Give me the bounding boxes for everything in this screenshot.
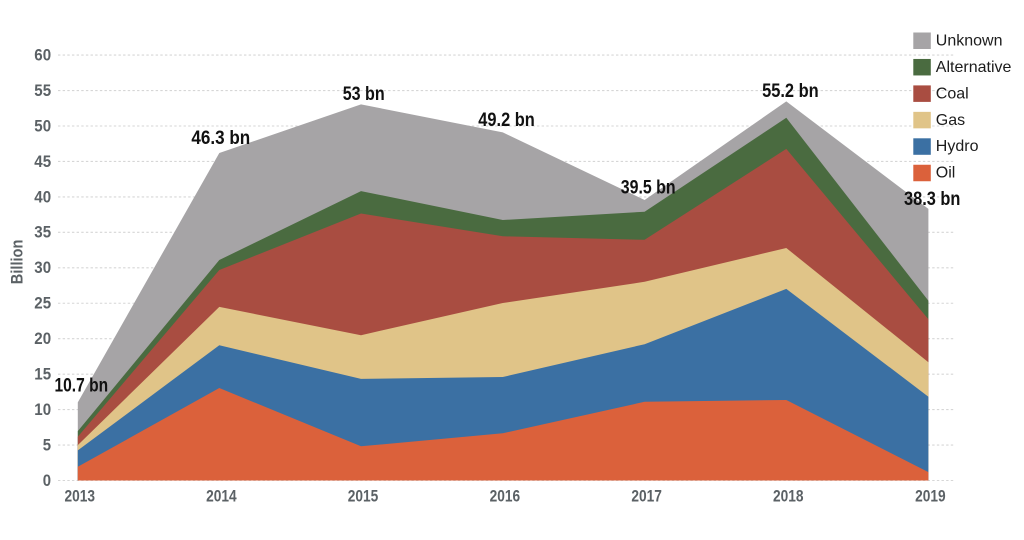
svg-text:20: 20 (34, 329, 51, 348)
svg-text:2014: 2014 (206, 487, 237, 506)
svg-text:30: 30 (34, 258, 51, 277)
svg-text:38.3 bn: 38.3 bn (904, 189, 960, 210)
svg-text:Gas: Gas (936, 112, 965, 129)
svg-text:2017: 2017 (631, 487, 662, 506)
svg-text:Billion: Billion (7, 240, 26, 285)
svg-text:Oil: Oil (936, 165, 956, 182)
svg-text:60: 60 (34, 45, 51, 64)
svg-text:55: 55 (34, 81, 51, 100)
svg-text:Coal: Coal (936, 85, 969, 102)
svg-text:39.5 bn: 39.5 bn (621, 178, 676, 199)
svg-text:46.3 bn: 46.3 bn (191, 128, 250, 149)
svg-text:Hydro: Hydro (936, 138, 979, 155)
svg-text:15: 15 (34, 365, 51, 384)
svg-text:50: 50 (34, 116, 51, 135)
svg-text:40: 40 (34, 187, 51, 206)
svg-text:55.2 bn: 55.2 bn (762, 81, 819, 102)
svg-text:25: 25 (34, 294, 51, 313)
svg-text:53 bn: 53 bn (343, 84, 385, 105)
svg-text:2013: 2013 (65, 487, 96, 506)
svg-text:49.2 bn: 49.2 bn (478, 110, 535, 131)
svg-text:35: 35 (34, 223, 51, 242)
svg-text:2018: 2018 (773, 487, 804, 506)
svg-text:10: 10 (34, 400, 51, 419)
svg-text:Unknown: Unknown (936, 32, 1003, 49)
svg-text:Alternative: Alternative (936, 59, 1012, 76)
svg-text:0: 0 (43, 471, 51, 490)
svg-text:10.7 bn: 10.7 bn (55, 376, 109, 397)
svg-text:5: 5 (43, 435, 51, 454)
svg-text:2015: 2015 (348, 487, 379, 506)
svg-text:45: 45 (34, 152, 51, 171)
svg-text:2019: 2019 (915, 487, 946, 506)
svg-text:2016: 2016 (490, 487, 520, 506)
